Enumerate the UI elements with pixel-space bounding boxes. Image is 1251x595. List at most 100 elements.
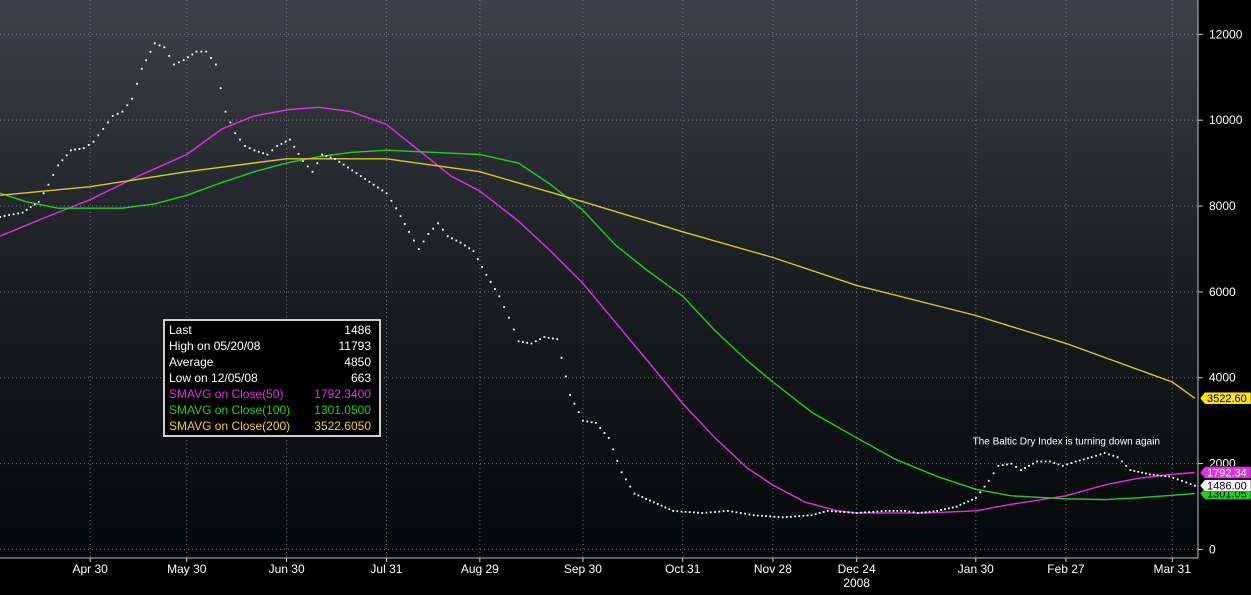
bdi-point — [722, 510, 725, 513]
bdi-point — [917, 512, 919, 514]
bdi-point — [868, 511, 871, 513]
bdi-point — [351, 169, 354, 172]
bdi-point — [248, 147, 251, 150]
legend-value: 11793 — [338, 339, 371, 353]
bdi-point — [1082, 458, 1085, 461]
bdi-point — [1193, 484, 1196, 487]
bdi-point — [215, 63, 217, 66]
bdi-point — [149, 50, 152, 53]
legend-value: 663 — [350, 371, 371, 385]
legend-label: SMAVG on Close(100) — [169, 403, 291, 417]
bdi-point — [1028, 464, 1030, 467]
bdi-point — [831, 510, 833, 513]
bdi-point — [195, 50, 198, 53]
legend-label: High on 05/20/08 — [169, 339, 261, 353]
legend-row-sma50: SMAVG on Close(50) 1792.3400 — [169, 386, 375, 402]
y-tick-label: 8000 — [1209, 199, 1236, 213]
bdi-point — [47, 183, 50, 186]
bdi-point — [547, 336, 550, 339]
bdi-point — [102, 128, 105, 130]
bdi-point — [1020, 469, 1022, 471]
bdi-point — [664, 506, 667, 509]
bdi-point — [1108, 453, 1110, 456]
bdi-point — [321, 153, 323, 156]
bdi-point — [975, 497, 977, 499]
bdi-point — [489, 281, 492, 283]
bdi-point — [1036, 460, 1038, 463]
bdi-point — [835, 510, 837, 513]
legend-row-average: Average 4850 — [169, 354, 375, 370]
bdi-point — [153, 42, 156, 45]
bdi-point — [892, 510, 895, 512]
bdi-point — [577, 411, 580, 414]
bdi-point — [1010, 462, 1013, 465]
bdi-point — [413, 239, 415, 242]
bdi-point — [908, 510, 911, 513]
bdi-point — [880, 510, 883, 513]
bdi-point — [727, 510, 729, 512]
bdi-point — [168, 55, 171, 57]
bdi-point — [731, 510, 734, 513]
bdi-point — [1061, 464, 1064, 467]
bdi-point — [472, 250, 475, 253]
bdi-point — [446, 235, 449, 238]
bdi-point — [684, 510, 687, 513]
bdi-point — [1015, 466, 1017, 468]
bdi-point — [932, 510, 935, 513]
bdi-point — [311, 170, 314, 173]
bdi-point — [87, 144, 90, 146]
bdi-point — [959, 504, 962, 506]
bdi-point — [855, 512, 858, 514]
bdi-point — [1057, 463, 1060, 466]
bdi-point — [1189, 483, 1192, 485]
y-tick-label: 12000 — [1209, 27, 1243, 41]
bdi-point — [494, 288, 496, 290]
bdi-point — [1152, 473, 1155, 476]
bdi-point — [61, 159, 64, 162]
bdi-point — [52, 174, 55, 176]
x-tick-label: Jul 31 — [370, 562, 402, 576]
bdi-point — [97, 134, 100, 137]
bdi-point — [1181, 479, 1183, 482]
bdi-point — [612, 448, 614, 451]
bdi-point — [21, 211, 24, 214]
bdi-point — [289, 138, 291, 141]
bdi-point — [297, 153, 300, 155]
annotation-text: The Baltic Dry Index is turning down aga… — [973, 436, 1160, 447]
legend-label: Last — [169, 323, 192, 337]
bdi-point — [582, 419, 584, 422]
bdi-point — [342, 163, 345, 166]
bdi-point — [573, 402, 576, 405]
bdi-point — [530, 342, 533, 345]
bdi-point — [65, 154, 68, 157]
x-tick-label: Aug 29 — [461, 562, 499, 576]
bdi-point — [633, 492, 636, 495]
bdi-point — [512, 328, 515, 331]
bdi-point — [940, 509, 942, 511]
bdi-point — [163, 46, 166, 49]
bdi-point — [395, 207, 398, 210]
bdi-point — [672, 510, 675, 512]
bdi-point — [756, 514, 759, 517]
bdi-point — [539, 338, 541, 341]
sma-line-2 — [0, 149, 1195, 501]
sma-line-3 — [0, 158, 1196, 399]
x-tick-label: Feb 27 — [1047, 562, 1085, 576]
bdi-point — [552, 337, 554, 340]
bdi-point — [785, 516, 788, 518]
bdi-point — [244, 145, 246, 147]
bdi-point — [57, 164, 59, 167]
bdi-point — [761, 514, 763, 517]
bdi-point — [1024, 467, 1026, 469]
bdi-point — [607, 437, 610, 439]
bdi-point — [794, 515, 796, 518]
bdi-point — [347, 166, 349, 169]
bdi-point — [806, 514, 809, 517]
bdi-point — [1053, 462, 1056, 464]
bdi-point — [888, 510, 891, 512]
bdi-point — [599, 427, 602, 429]
bdi-point — [455, 239, 458, 242]
bdi-point — [403, 223, 406, 225]
bdi-point — [1160, 474, 1163, 477]
